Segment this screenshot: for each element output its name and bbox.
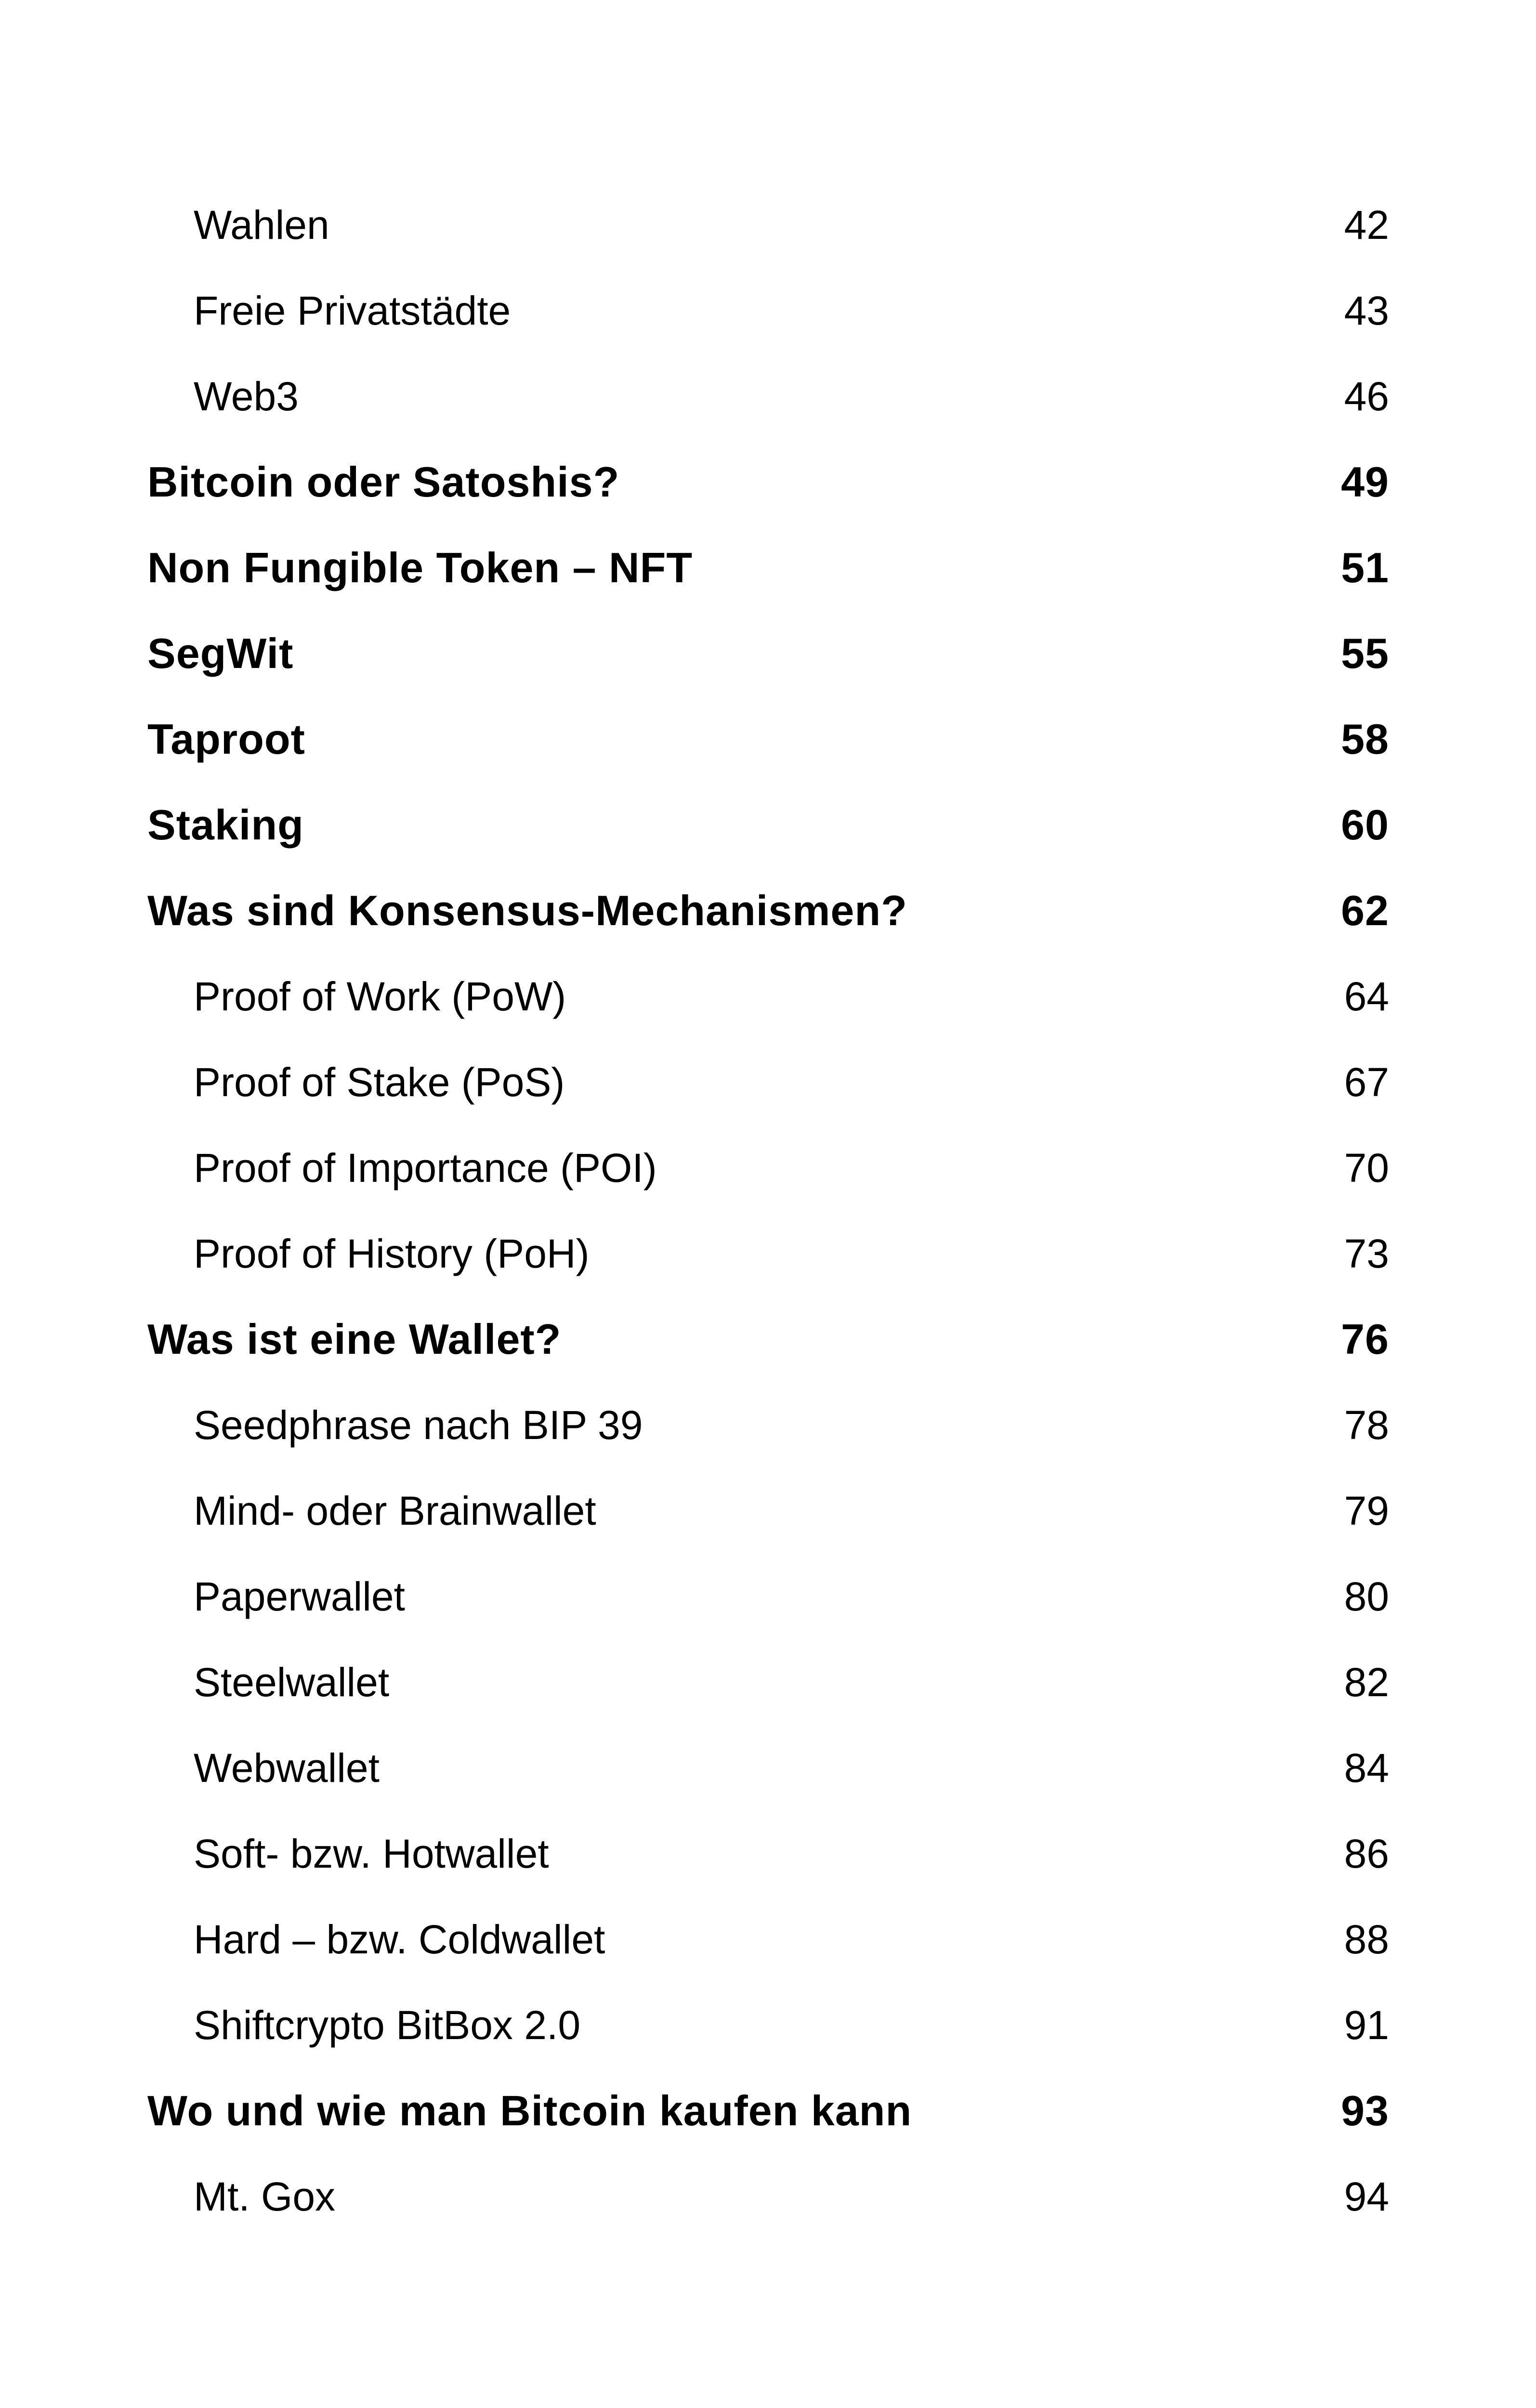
toc-entry: Taproot 58 bbox=[147, 696, 1389, 782]
toc-entry-page-number: 78 bbox=[1344, 1402, 1389, 1448]
toc-entry: Bitcoin oder Satoshis? 49 bbox=[147, 439, 1389, 525]
toc-entry: Proof of Stake (PoS) 67 bbox=[147, 1039, 1389, 1125]
toc-entry-title: Was ist eine Wallet? bbox=[147, 1315, 562, 1363]
toc-entry: Shiftcrypto BitBox 2.0 91 bbox=[147, 1982, 1389, 2068]
toc-entry-page-number: 62 bbox=[1341, 887, 1389, 934]
toc-entry-page-number: 42 bbox=[1344, 202, 1389, 248]
toc-entry-title: SegWit bbox=[147, 629, 294, 677]
toc-entry: Non Fungible Token – NFT 51 bbox=[147, 525, 1389, 611]
toc-entry-title: Freie Privatstädte bbox=[194, 288, 511, 333]
toc-entry-page-number: 49 bbox=[1341, 458, 1389, 506]
toc-entry-page-number: 58 bbox=[1341, 715, 1389, 763]
toc-entry-page-number: 76 bbox=[1341, 1315, 1389, 1363]
toc-entry-page-number: 60 bbox=[1341, 801, 1389, 849]
toc-entry: Wo und wie man Bitcoin kaufen kann 93 bbox=[147, 2068, 1389, 2154]
toc-entry-title: Webwallet bbox=[194, 1745, 380, 1791]
toc-entry-title: Proof of Work (PoW) bbox=[194, 973, 566, 1019]
toc-entry-title: Proof of Stake (PoS) bbox=[194, 1059, 565, 1105]
toc-entry-title: Proof of Importance (POI) bbox=[194, 1145, 657, 1191]
toc-entry-title: Proof of History (PoH) bbox=[194, 1230, 590, 1276]
toc-entry-page-number: 73 bbox=[1344, 1230, 1389, 1276]
toc-entry: Mt. Gox 94 bbox=[147, 2154, 1389, 2239]
toc-entry: Seedphrase nach BIP 39 78 bbox=[147, 1382, 1389, 1468]
toc-entry-page-number: 88 bbox=[1344, 1916, 1389, 1962]
toc-entry-page-number: 70 bbox=[1344, 1145, 1389, 1191]
toc-entry-page-number: 43 bbox=[1344, 288, 1389, 333]
toc-entry-page-number: 55 bbox=[1341, 629, 1389, 677]
toc-entry: Soft- bzw. Hotwallet 86 bbox=[147, 1811, 1389, 1897]
toc-entry-title: Hard – bzw. Coldwallet bbox=[194, 1916, 605, 1962]
toc-entry-page-number: 94 bbox=[1344, 2173, 1389, 2219]
toc-entry-title: Taproot bbox=[147, 715, 305, 763]
toc-entry: Paperwallet 80 bbox=[147, 1554, 1389, 1639]
toc-entry-page-number: 79 bbox=[1344, 1488, 1389, 1533]
toc-entry-title: Web3 bbox=[194, 373, 299, 419]
toc-entry-title: Mt. Gox bbox=[194, 2173, 336, 2219]
toc-entry-page-number: 84 bbox=[1344, 1745, 1389, 1791]
toc-entry-title: Wo und wie man Bitcoin kaufen kann bbox=[147, 2087, 912, 2134]
toc-entry: Webwallet 84 bbox=[147, 1725, 1389, 1811]
toc-entry-page-number: 93 bbox=[1341, 2087, 1389, 2134]
toc-entry: Proof of Work (PoW) 64 bbox=[147, 954, 1389, 1039]
toc-entry-page-number: 46 bbox=[1344, 373, 1389, 419]
toc-entry-page-number: 64 bbox=[1344, 973, 1389, 1019]
toc-entry: Freie Privatstädte 43 bbox=[147, 268, 1389, 353]
toc-entry-title: Soft- bzw. Hotwallet bbox=[194, 1831, 549, 1876]
toc-entry-title: Was sind Konsensus-Mechanismen? bbox=[147, 887, 907, 934]
toc-entry-page-number: 51 bbox=[1341, 544, 1389, 591]
toc-entry: Was sind Konsensus-Mechanismen? 62 bbox=[147, 868, 1389, 954]
toc-entry-page-number: 80 bbox=[1344, 1573, 1389, 1619]
table-of-contents: Wahlen 42 Freie Privatstädte 43 Web3 46 … bbox=[147, 182, 1389, 2239]
toc-entry-page-number: 82 bbox=[1344, 1659, 1389, 1705]
toc-entry-title: Wahlen bbox=[194, 202, 329, 248]
toc-entry-title: Seedphrase nach BIP 39 bbox=[194, 1402, 643, 1448]
toc-entry: Was ist eine Wallet? 76 bbox=[147, 1296, 1389, 1382]
toc-entry-title: Bitcoin oder Satoshis? bbox=[147, 458, 620, 506]
toc-entry: Mind- oder Brainwallet 79 bbox=[147, 1468, 1389, 1554]
toc-entry: Steelwallet 82 bbox=[147, 1639, 1389, 1725]
toc-entry: Proof of History (PoH) 73 bbox=[147, 1211, 1389, 1296]
toc-entry-title: Paperwallet bbox=[194, 1573, 405, 1619]
toc-entry-page-number: 86 bbox=[1344, 1831, 1389, 1876]
toc-entry: Hard – bzw. Coldwallet 88 bbox=[147, 1897, 1389, 1982]
toc-entry: SegWit 55 bbox=[147, 611, 1389, 696]
toc-entry: Web3 46 bbox=[147, 353, 1389, 439]
toc-entry: Staking 60 bbox=[147, 782, 1389, 868]
toc-entry-title: Steelwallet bbox=[194, 1659, 390, 1705]
toc-entry-title: Non Fungible Token – NFT bbox=[147, 544, 693, 591]
toc-entry-title: Staking bbox=[147, 801, 304, 849]
toc-entry-title: Shiftcrypto BitBox 2.0 bbox=[194, 2002, 581, 2048]
toc-entry: Wahlen 42 bbox=[147, 182, 1389, 268]
toc-entry: Proof of Importance (POI) 70 bbox=[147, 1125, 1389, 1211]
toc-entry-page-number: 67 bbox=[1344, 1059, 1389, 1105]
toc-entry-page-number: 91 bbox=[1344, 2002, 1389, 2048]
toc-entry-title: Mind- oder Brainwallet bbox=[194, 1488, 596, 1533]
